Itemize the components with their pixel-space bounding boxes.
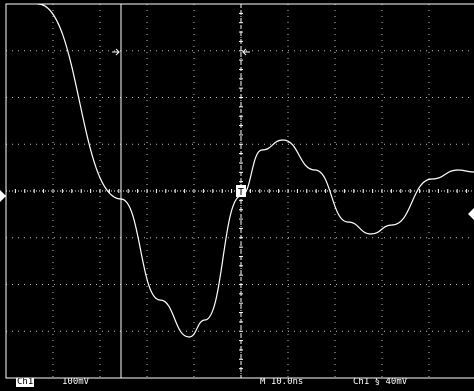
trigger-marker-label: T [238,187,244,198]
time-per-div-readout: M 10.0ns [260,378,304,387]
triangle-left-icon [468,208,474,220]
waveform-trace [37,3,474,338]
trigger-readout: Ch1 § 40mV [353,378,408,387]
status-readout-bar: Ch1 100mV M 10.0ns Ch1 § 40mV [0,378,474,387]
channel-marker-label: Ch1 [16,378,35,387]
triangle-right-icon [0,190,6,202]
arrow-right-icon [112,48,120,56]
arrow-left-icon [242,48,250,56]
volts-per-div-readout: 100mV [62,378,90,387]
trigger-position-marker [236,185,246,197]
